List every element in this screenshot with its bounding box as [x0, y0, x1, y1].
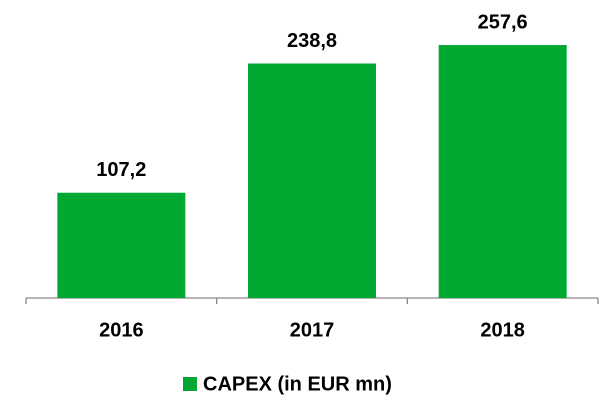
- value-label: 257,6: [478, 11, 528, 33]
- legend-label: CAPEX (in EUR mn): [203, 373, 392, 395]
- bar: [248, 63, 376, 299]
- x-tick-label: 2018: [480, 319, 525, 341]
- x-tick-label: 2016: [99, 319, 144, 341]
- legend-swatch: [183, 377, 197, 391]
- bar: [57, 192, 186, 298]
- value-label: 238,8: [287, 30, 337, 52]
- value-label: 107,2: [96, 159, 146, 181]
- x-tick-label: 2017: [290, 319, 335, 341]
- bar: [438, 45, 567, 298]
